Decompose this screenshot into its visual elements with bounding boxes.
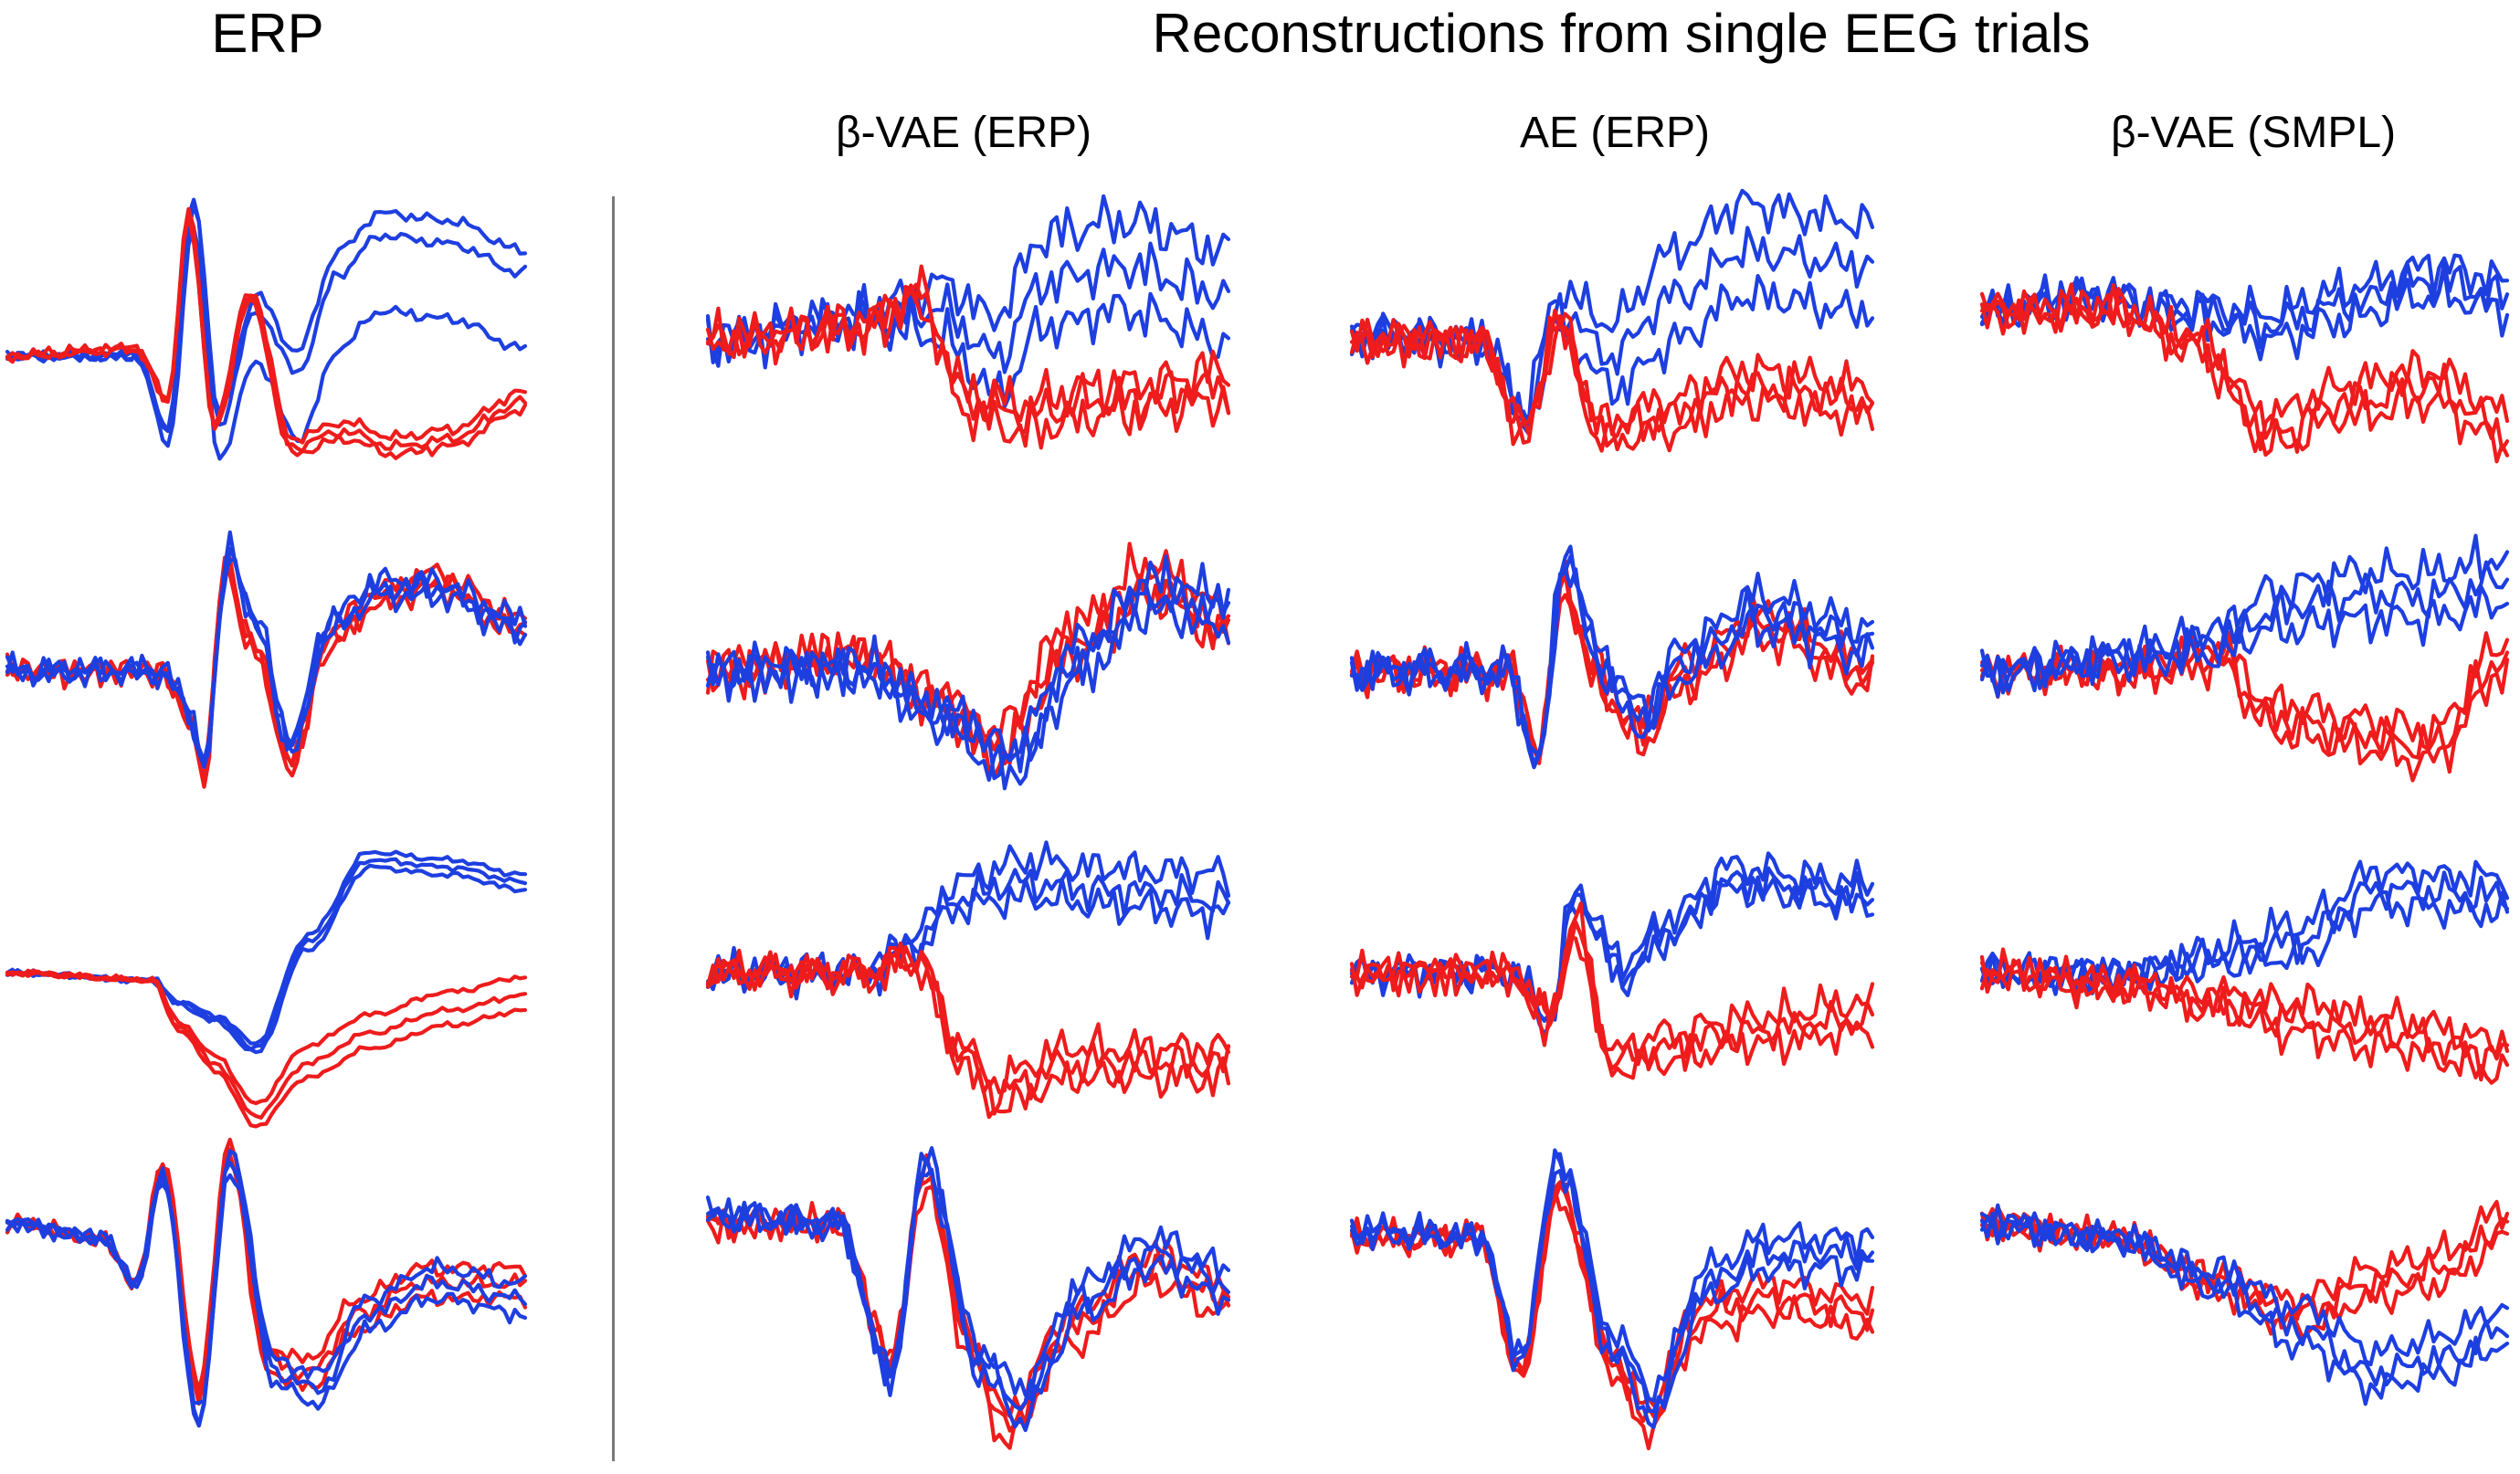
red-trace-3 <box>1979 954 2510 1056</box>
panel-c1-r0 <box>705 194 1231 450</box>
column-divider <box>612 196 615 1461</box>
red-trace-3 <box>705 944 1231 1095</box>
panel-c1-r1 <box>705 542 1231 791</box>
panel-c2-r1 <box>1349 544 1875 770</box>
panel-c3-r3 <box>1979 1199 2510 1406</box>
right-title: Reconstructions from single EEG trials <box>1152 3 2091 64</box>
panel-c1-r3 <box>705 1146 1231 1450</box>
panel-c0-r3 <box>5 1137 528 1428</box>
blue-trace-3 <box>1349 851 1875 1023</box>
red-trace-1 <box>1979 282 2510 464</box>
red-trace-1 <box>1349 935 1875 1080</box>
panel-c3-r2 <box>1979 859 2510 1085</box>
blue-trace-3 <box>5 1149 528 1406</box>
blue-trace-2 <box>5 546 528 763</box>
blue-trace-3 <box>5 849 528 1046</box>
blue-trace-3 <box>1979 533 2510 699</box>
red-trace-3 <box>5 206 528 445</box>
red-trace-3 <box>1349 901 1875 1067</box>
panel-c0-r0 <box>5 197 528 461</box>
red-trace-1 <box>705 283 1231 450</box>
blue-trace-3 <box>1349 544 1875 758</box>
blue-trace-3 <box>1349 1152 1875 1403</box>
red-trace-1 <box>1979 644 2510 783</box>
blue-trace-1 <box>705 291 1231 409</box>
blue-trace-2 <box>705 868 1231 1001</box>
blue-trace-2 <box>705 1157 1231 1412</box>
red-trace-1 <box>5 968 528 1129</box>
blue-trace-2 <box>1349 1148 1875 1414</box>
red-trace-2 <box>1979 947 2510 1082</box>
red-trace-1 <box>1979 954 2510 1085</box>
red-trace-3 <box>1349 1180 1875 1408</box>
panel-c2-r3 <box>1349 1148 1875 1450</box>
column-title-bvae-erp: β-VAE (ERP) <box>835 109 1092 157</box>
blue-trace-3 <box>705 554 1231 774</box>
blue-trace-3 <box>1979 1211 2510 1367</box>
panel-c1-r2 <box>705 840 1231 1120</box>
blue-trace-2 <box>1979 1203 2510 1387</box>
panel-c2-r0 <box>1349 188 1875 453</box>
red-trace-2 <box>705 941 1231 1116</box>
blue-trace-3 <box>5 197 528 434</box>
blue-trace-3 <box>5 530 528 769</box>
panel-c0-r2 <box>5 849 528 1129</box>
column-title-ae-erp: AE (ERP) <box>1519 109 1711 157</box>
panel-c2-r2 <box>1349 851 1875 1080</box>
column-title-bvae-smpl: β-VAE (SMPL) <box>2110 109 2397 157</box>
blue-trace-1 <box>5 1173 528 1428</box>
blue-trace-1 <box>705 592 1231 791</box>
blue-trace-3 <box>705 1146 1231 1402</box>
red-trace-2 <box>1349 315 1875 448</box>
red-trace-3 <box>705 264 1231 423</box>
panel-c3-r0 <box>1979 253 2510 464</box>
panel-c0-r1 <box>5 530 528 789</box>
blue-trace-1 <box>5 226 528 461</box>
red-trace-3 <box>1349 308 1875 437</box>
red-trace-3 <box>5 969 528 1106</box>
left-title: ERP <box>211 3 324 64</box>
panel-c3-r1 <box>1979 533 2510 783</box>
red-trace-3 <box>705 1153 1231 1418</box>
red-trace-3 <box>1979 287 2510 440</box>
